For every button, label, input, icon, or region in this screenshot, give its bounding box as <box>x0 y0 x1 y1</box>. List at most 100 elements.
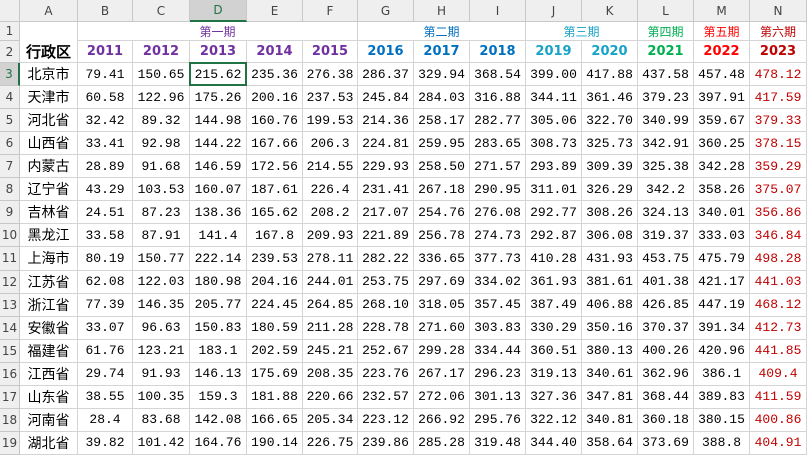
value-cell[interactable]: 336.65 <box>414 247 470 271</box>
header-cell[interactable]: 行政区 <box>20 41 78 63</box>
value-cell[interactable]: 303.83 <box>470 316 526 340</box>
column-header[interactable]: E <box>247 0 303 22</box>
value-cell[interactable]: 32.42 <box>78 109 133 133</box>
value-cell[interactable]: 87.23 <box>133 201 190 225</box>
value-cell[interactable]: 214.55 <box>303 155 358 179</box>
value-cell[interactable]: 360.18 <box>638 408 694 432</box>
column-header[interactable]: H <box>414 0 470 22</box>
value-cell[interactable]: 215.62 <box>190 63 247 87</box>
period-header[interactable]: 第五期 <box>694 22 750 41</box>
row-header[interactable]: 1 <box>0 22 20 41</box>
value-cell[interactable]: 399.00 <box>526 63 582 87</box>
value-cell[interactable]: 380.13 <box>582 339 638 363</box>
column-header[interactable]: F <box>303 0 358 22</box>
value-cell[interactable]: 60.58 <box>78 86 133 110</box>
value-cell[interactable]: 282.77 <box>470 109 526 133</box>
year-header[interactable]: 2023 <box>750 41 807 63</box>
value-cell[interactable]: 409.4 <box>750 362 807 386</box>
period-header[interactable]: 第三期 <box>526 22 638 41</box>
year-header[interactable]: 2016 <box>358 41 414 63</box>
value-cell[interactable]: 319.48 <box>470 431 526 455</box>
value-cell[interactable]: 259.95 <box>414 132 470 156</box>
value-cell[interactable]: 24.51 <box>78 201 133 225</box>
value-cell[interactable]: 205.77 <box>190 293 247 317</box>
value-cell[interactable]: 379.23 <box>638 86 694 110</box>
region-name[interactable]: 上海市 <box>20 247 78 271</box>
value-cell[interactable]: 232.57 <box>358 385 414 409</box>
value-cell[interactable]: 400.86 <box>750 408 807 432</box>
value-cell[interactable]: 228.78 <box>358 316 414 340</box>
region-name[interactable]: 安徽省 <box>20 316 78 340</box>
value-cell[interactable]: 381.61 <box>582 270 638 294</box>
value-cell[interactable]: 397.91 <box>694 86 750 110</box>
value-cell[interactable]: 453.75 <box>638 247 694 271</box>
value-cell[interactable]: 223.12 <box>358 408 414 432</box>
row-header[interactable]: 4 <box>0 86 20 110</box>
region-name[interactable]: 天津市 <box>20 86 78 110</box>
region-name[interactable]: 黑龙江 <box>20 224 78 248</box>
value-cell[interactable]: 278.11 <box>303 247 358 271</box>
value-cell[interactable]: 308.26 <box>582 201 638 225</box>
year-header[interactable]: 2020 <box>582 41 638 63</box>
value-cell[interactable]: 43.29 <box>78 178 133 202</box>
value-cell[interactable]: 209.93 <box>303 224 358 248</box>
row-header[interactable]: 12 <box>0 270 20 294</box>
row-header[interactable]: 3 <box>0 63 20 87</box>
row-header[interactable]: 6 <box>0 132 20 156</box>
value-cell[interactable]: 319.13 <box>526 362 582 386</box>
value-cell[interactable]: 144.98 <box>190 109 247 133</box>
region-name[interactable]: 北京市 <box>20 63 78 87</box>
value-cell[interactable]: 187.61 <box>247 178 303 202</box>
value-cell[interactable]: 282.22 <box>358 247 414 271</box>
value-cell[interactable]: 272.06 <box>414 385 470 409</box>
value-cell[interactable]: 357.45 <box>470 293 526 317</box>
value-cell[interactable]: 283.65 <box>470 132 526 156</box>
value-cell[interactable]: 301.13 <box>470 385 526 409</box>
value-cell[interactable]: 375.07 <box>750 178 807 202</box>
value-cell[interactable]: 239.86 <box>358 431 414 455</box>
year-header[interactable]: 2014 <box>247 41 303 63</box>
value-cell[interactable]: 334.44 <box>470 339 526 363</box>
value-cell[interactable]: 202.59 <box>247 339 303 363</box>
value-cell[interactable]: 468.12 <box>750 293 807 317</box>
value-cell[interactable]: 457.48 <box>694 63 750 87</box>
value-cell[interactable]: 38.55 <box>78 385 133 409</box>
value-cell[interactable]: 327.36 <box>526 385 582 409</box>
value-cell[interactable]: 478.12 <box>750 63 807 87</box>
value-cell[interactable]: 322.70 <box>582 109 638 133</box>
year-header[interactable]: 2021 <box>638 41 694 63</box>
row-header[interactable]: 9 <box>0 201 20 225</box>
value-cell[interactable]: 141.4 <box>190 224 247 248</box>
value-cell[interactable]: 214.36 <box>358 109 414 133</box>
value-cell[interactable]: 360.51 <box>526 339 582 363</box>
row-header[interactable]: 11 <box>0 247 20 271</box>
value-cell[interactable]: 150.83 <box>190 316 247 340</box>
value-cell[interactable]: 378.15 <box>750 132 807 156</box>
value-cell[interactable]: 401.38 <box>638 270 694 294</box>
value-cell[interactable]: 208.2 <box>303 201 358 225</box>
period-header[interactable]: 第一期 <box>78 22 358 41</box>
value-cell[interactable]: 28.4 <box>78 408 133 432</box>
year-header[interactable]: 2013 <box>190 41 247 63</box>
value-cell[interactable]: 498.28 <box>750 247 807 271</box>
value-cell[interactable]: 391.34 <box>694 316 750 340</box>
value-cell[interactable]: 123.21 <box>133 339 190 363</box>
region-name[interactable]: 湖北省 <box>20 431 78 455</box>
value-cell[interactable]: 160.07 <box>190 178 247 202</box>
value-cell[interactable]: 420.96 <box>694 339 750 363</box>
value-cell[interactable]: 329.94 <box>414 63 470 87</box>
region-name[interactable]: 江西省 <box>20 362 78 386</box>
value-cell[interactable]: 276.08 <box>470 201 526 225</box>
region-name[interactable]: 河北省 <box>20 109 78 133</box>
value-cell[interactable]: 226.75 <box>303 431 358 455</box>
value-cell[interactable]: 274.73 <box>470 224 526 248</box>
value-cell[interactable]: 358.26 <box>694 178 750 202</box>
year-header[interactable]: 2012 <box>133 41 190 63</box>
value-cell[interactable]: 387.49 <box>526 293 582 317</box>
value-cell[interactable]: 245.21 <box>303 339 358 363</box>
value-cell[interactable]: 159.3 <box>190 385 247 409</box>
value-cell[interactable]: 175.26 <box>190 86 247 110</box>
region-name[interactable]: 江苏省 <box>20 270 78 294</box>
value-cell[interactable]: 340.81 <box>582 408 638 432</box>
value-cell[interactable]: 205.34 <box>303 408 358 432</box>
